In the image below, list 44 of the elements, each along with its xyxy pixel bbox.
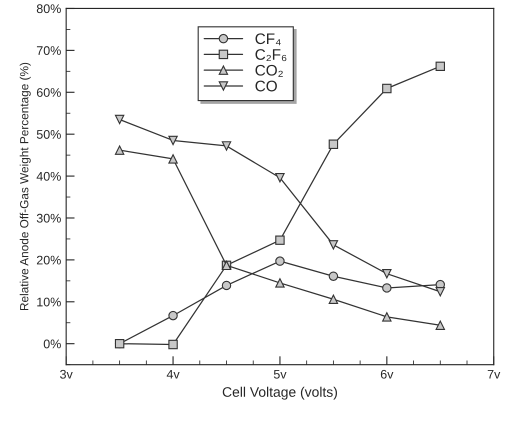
point [275, 235, 285, 245]
point [168, 154, 178, 164]
x-tick-label: 5v [274, 370, 287, 379]
x-tick-label: 3v [60, 370, 73, 379]
point [382, 268, 392, 278]
point [328, 272, 338, 281]
point [436, 287, 446, 296]
point [275, 278, 285, 288]
y-tick-label: 60% [36, 88, 61, 97]
point [222, 141, 232, 151]
point [275, 173, 285, 182]
y-tick-label: 40% [36, 172, 61, 181]
y-tick-label: 0% [44, 339, 61, 348]
y-axis-title: Relative Anode Off-Gas Weight Percentage (%) [20, 62, 31, 310]
point [168, 310, 178, 320]
point [168, 136, 178, 146]
legend-label: C₂F₆ [256, 49, 286, 62]
point [222, 280, 232, 290]
point [275, 256, 285, 266]
x-tick-label: 4v [166, 370, 180, 379]
point [436, 62, 446, 72]
x-tick-label: 7v [488, 370, 500, 379]
point [382, 312, 392, 322]
legend-label: CF₄ [256, 33, 281, 46]
y-tick-label: 20% [36, 256, 61, 265]
point [114, 145, 124, 155]
point [328, 240, 338, 250]
point [328, 294, 338, 304]
y-tick-label: 50% [36, 130, 61, 139]
x-axis-title: Cell Voltage (volts) [222, 386, 337, 400]
point [382, 84, 392, 94]
y-tick-label: 30% [36, 214, 61, 223]
point [328, 140, 338, 149]
y-tick-label: 10% [37, 298, 61, 306]
point [114, 114, 124, 124]
point [382, 283, 392, 293]
legend-label: CO₂ [256, 64, 283, 77]
y-tick-label: 70% [36, 46, 61, 56]
legend-label: CO [256, 80, 277, 92]
x-tick-label: 6v [380, 370, 394, 379]
y-tick-label: 80% [36, 4, 61, 14]
point [436, 320, 446, 330]
point [168, 340, 178, 350]
point [114, 338, 124, 348]
